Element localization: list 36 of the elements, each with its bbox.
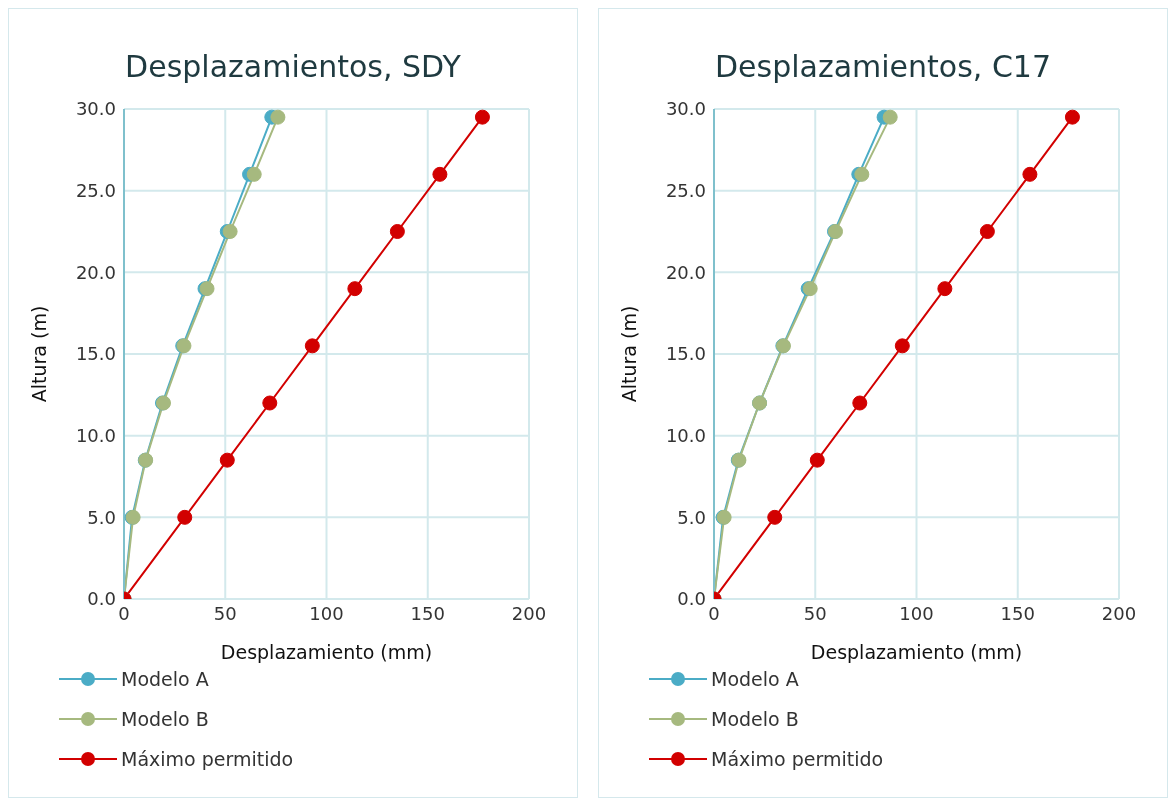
y-tick-label: 25.0 (75, 180, 116, 202)
y-tick-label: 20.0 (75, 261, 116, 283)
y-tick-label: 5.0 (677, 506, 706, 528)
x-tick-label: 0 (708, 602, 720, 624)
legend-label: Modelo B (121, 708, 209, 730)
legend-label: Máximo permitido (121, 748, 294, 770)
x-tick-label: 100 (309, 602, 344, 624)
legend-label: Modelo A (121, 668, 209, 690)
legend-label: Modelo A (711, 668, 799, 690)
y-tick-label: 0.0 (677, 588, 706, 610)
chart-title: Desplazamientos, C17 (713, 49, 1053, 84)
x-axis-title: Desplazamiento (mm) (220, 641, 433, 663)
y-tick-label: 25.0 (665, 180, 706, 202)
y-axis-title: Altura (m) (27, 305, 50, 403)
x-tick-label: 200 (1101, 602, 1137, 624)
y-tick-label: 30.0 (665, 98, 706, 120)
y-tick-label: 0.0 (87, 588, 116, 610)
x-tick-label: 150 (1000, 602, 1035, 624)
y-tick-label: 15.0 (665, 343, 706, 365)
x-tick-label: 50 (803, 602, 827, 624)
x-axis-title: Desplazamiento (mm) (810, 641, 1023, 663)
legend-label: Modelo B (711, 708, 799, 730)
legend-label: Máximo permitido (711, 748, 884, 770)
y-axis-title: Altura (m) (617, 305, 640, 403)
y-tick-label: 10.0 (665, 425, 706, 447)
y-tick-label: 5.0 (87, 506, 116, 528)
chart-title: Desplazamientos, SDY (124, 49, 462, 84)
y-tick-label: 30.0 (75, 98, 116, 120)
x-tick-label: 150 (410, 602, 445, 624)
x-tick-label: 200 (511, 602, 547, 624)
y-tick-label: 15.0 (75, 343, 116, 365)
y-tick-label: 10.0 (75, 425, 116, 447)
x-tick-label: 100 (899, 602, 934, 624)
y-tick-label: 20.0 (665, 261, 706, 283)
x-tick-label: 0 (118, 602, 130, 624)
x-tick-label: 50 (213, 602, 237, 624)
